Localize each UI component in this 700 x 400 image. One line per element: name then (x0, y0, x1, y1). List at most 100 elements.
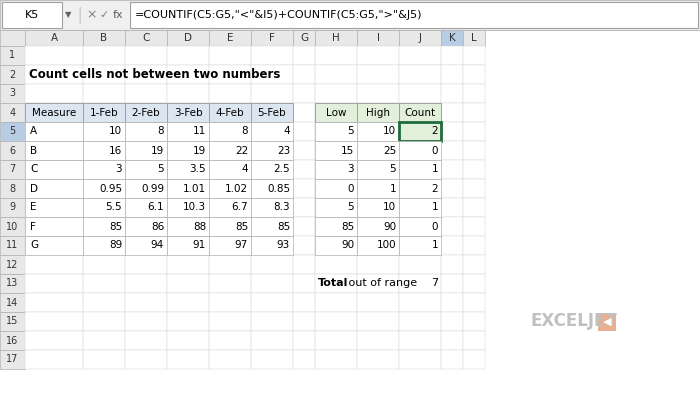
Bar (399, 160, 441, 179)
Bar (83, 103, 125, 122)
Bar (209, 312, 251, 331)
Bar (357, 350, 399, 369)
Bar (441, 255, 463, 274)
Bar (463, 331, 485, 350)
Bar (167, 350, 209, 369)
Text: 86: 86 (150, 222, 164, 232)
Bar (463, 122, 485, 141)
Bar (83, 312, 125, 331)
Text: EXCELJET: EXCELJET (530, 312, 617, 330)
Bar (25, 198, 83, 217)
Bar (125, 274, 167, 293)
Bar (357, 236, 399, 255)
Bar (83, 122, 125, 141)
Bar (125, 217, 167, 236)
Bar (251, 122, 293, 141)
Bar (83, 141, 125, 160)
Bar (357, 217, 399, 236)
Bar (251, 217, 293, 236)
Bar (167, 312, 209, 331)
Bar (125, 65, 167, 84)
Bar (463, 30, 485, 46)
Bar (167, 122, 209, 141)
Text: E: E (227, 33, 233, 43)
Bar (209, 160, 251, 179)
Bar (0, 84, 25, 103)
Bar (209, 350, 251, 369)
Text: 1: 1 (431, 202, 438, 212)
Bar (293, 293, 315, 312)
Bar (293, 312, 315, 331)
Bar (83, 103, 125, 122)
Text: A: A (50, 33, 57, 43)
Bar (125, 179, 167, 198)
Bar (463, 65, 485, 84)
Bar (315, 46, 357, 65)
Bar (399, 198, 441, 217)
Bar (25, 160, 83, 179)
Bar (315, 84, 357, 103)
Bar (441, 274, 463, 293)
Bar (441, 350, 463, 369)
Bar (25, 46, 83, 65)
Bar (83, 236, 125, 255)
Bar (293, 160, 315, 179)
Text: 100: 100 (377, 240, 396, 250)
Bar (209, 236, 251, 255)
Text: 3-Feb: 3-Feb (174, 108, 202, 118)
Bar (83, 160, 125, 179)
Bar (167, 179, 209, 198)
Bar (293, 350, 315, 369)
Bar (0, 65, 25, 84)
Bar (209, 160, 251, 179)
Bar (167, 198, 209, 217)
Text: 6.1: 6.1 (148, 202, 164, 212)
Bar (125, 141, 167, 160)
Text: 0.85: 0.85 (267, 184, 290, 194)
Text: 5: 5 (347, 202, 354, 212)
Bar (209, 141, 251, 160)
Text: 2: 2 (431, 126, 438, 136)
Bar (441, 46, 463, 65)
Text: 8: 8 (9, 184, 15, 194)
Text: =COUNTIF(C5:G5,"<"&I5)+COUNTIF(C5:G5,">"&J5): =COUNTIF(C5:G5,"<"&I5)+COUNTIF(C5:G5,">"… (135, 10, 423, 20)
Text: Count cells not between two numbers: Count cells not between two numbers (29, 68, 281, 81)
Text: 90: 90 (383, 222, 396, 232)
Bar (251, 255, 293, 274)
Bar (357, 103, 399, 122)
Bar (251, 312, 293, 331)
Bar (209, 198, 251, 217)
Bar (399, 160, 441, 179)
Text: 1: 1 (9, 50, 15, 60)
Bar (598, 312, 616, 330)
Bar (209, 84, 251, 103)
Bar (357, 198, 399, 217)
Bar (25, 141, 83, 160)
Bar (399, 255, 441, 274)
Bar (209, 179, 251, 198)
Bar (315, 122, 357, 141)
Text: K5: K5 (25, 10, 39, 20)
Bar (125, 141, 167, 160)
Bar (125, 84, 167, 103)
Text: 2-Feb: 2-Feb (132, 108, 160, 118)
Bar (315, 160, 357, 179)
Text: L: L (471, 33, 477, 43)
Text: E: E (30, 202, 36, 212)
Bar (0, 236, 25, 255)
Bar (251, 46, 293, 65)
Bar (25, 141, 83, 160)
Text: 3: 3 (9, 88, 15, 98)
Bar (125, 103, 167, 122)
Text: 14: 14 (6, 298, 19, 308)
Text: 85: 85 (276, 222, 290, 232)
Bar (357, 331, 399, 350)
Bar (441, 217, 463, 236)
Text: 0.95: 0.95 (99, 184, 122, 194)
Bar (167, 84, 209, 103)
Bar (167, 160, 209, 179)
Bar (0, 141, 25, 160)
Bar (315, 198, 357, 217)
Text: ✓: ✓ (99, 10, 108, 20)
Bar (399, 312, 441, 331)
